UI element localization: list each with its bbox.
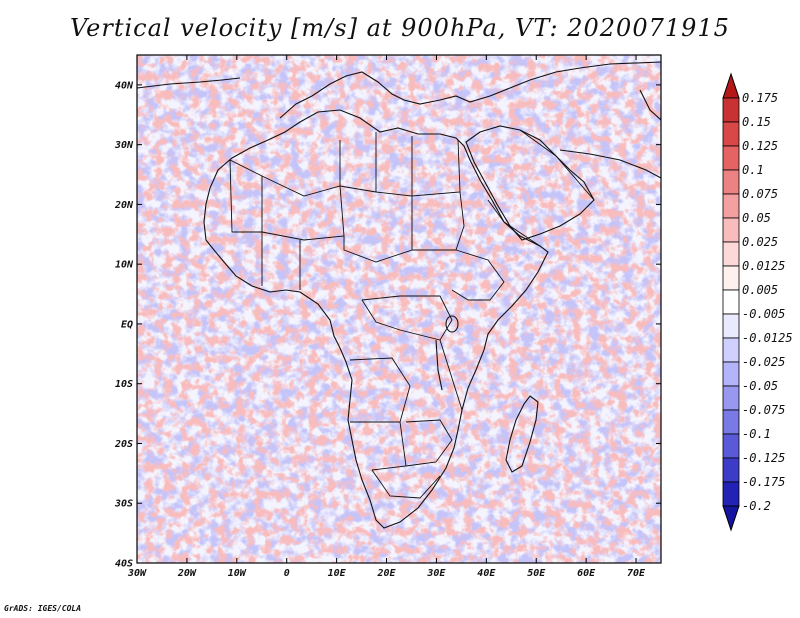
x-tick-label: 50E: [527, 568, 546, 579]
x-tick-label: 20E: [376, 568, 396, 579]
colorbar-top-arrow: [722, 72, 740, 99]
plot-frame: [136, 54, 662, 564]
colorbar-label: -0.025: [742, 355, 785, 369]
colorbar-segment: [722, 385, 740, 411]
arabia-coastline: [465, 125, 595, 241]
colorbar-segment: [722, 241, 740, 267]
lake-tanganyika: [435, 339, 443, 391]
x-tick-label: 30W: [127, 568, 147, 579]
y-tick-label: 40N: [115, 80, 134, 91]
y-tick-label: 40S: [115, 559, 133, 570]
vertical-velocity-field: [137, 55, 661, 563]
y-tick-label: 20S: [114, 439, 133, 450]
y-tick-label: 10S: [115, 379, 133, 390]
colorbar-label: -0.005: [742, 307, 785, 321]
axis-ticks: 30W 20W 10W 0 10E 20E 30E 40E 50E 60E 70E 40N 30N 20N…: [114, 55, 661, 579]
colorbar-label: -0.05: [742, 379, 778, 393]
x-tick-label: 20W: [177, 568, 197, 579]
africa-coastline: [203, 109, 549, 529]
colorbar-label: 0.15: [742, 115, 771, 129]
colorbar-label: 0.025: [742, 235, 778, 249]
lake-victoria: [445, 315, 459, 333]
europe-coastline: [279, 61, 661, 119]
x-tick-label: 0: [284, 568, 290, 579]
x-tick-label: 60E: [577, 568, 596, 579]
colorbar-label: 0.005: [742, 283, 778, 297]
colorbar-label: -0.075: [742, 403, 785, 417]
madagascar-coastline: [505, 395, 539, 473]
y-tick-label: 20N: [114, 200, 134, 211]
x-tick-label: 70E: [627, 568, 646, 579]
y-tick-label: EQ: [121, 319, 133, 330]
colorbar-label: -0.2: [742, 499, 771, 513]
grads-credit: GrADS: IGES/COLA: [4, 604, 82, 613]
colorbar: 0.175 0.15 0.125 0.1 0.075 0.05 0.025 0.0125 0.0…: [722, 72, 793, 532]
colorbar-label: -0.1: [742, 427, 771, 441]
colorbar-segment: [722, 169, 740, 195]
colorbar-segment: [722, 481, 740, 507]
colorbar-label: 0.075: [742, 187, 778, 201]
colorbar-label: 0.05: [742, 211, 771, 225]
colorbar-label: 0.175: [742, 91, 778, 105]
colorbar-label: 0.125: [742, 139, 778, 153]
y-tick-label: 10N: [115, 260, 134, 271]
x-tick-label: 40E: [477, 568, 496, 579]
colorbar-segment: [722, 97, 740, 123]
colorbar-segment: [722, 217, 740, 243]
coastlines: [137, 61, 661, 529]
colorbar-segment: [722, 337, 740, 363]
colorbar-label: 0.0125: [742, 259, 785, 273]
country-borders: [229, 129, 595, 499]
colorbar-segment: [722, 433, 740, 459]
colorbar-label: -0.0125: [742, 331, 793, 345]
colorbar-label: -0.175: [742, 475, 785, 489]
colorbar-segment: [722, 145, 740, 171]
colorbar-label: 0.1: [742, 163, 764, 177]
colorbar-segment: [722, 121, 740, 147]
x-tick-label: 10E: [328, 568, 347, 579]
colorbar-label: -0.125: [742, 451, 785, 465]
y-tick-label: 30S: [114, 499, 133, 510]
colorbar-bottom-arrow: [722, 505, 740, 532]
y-tick-label: 30N: [114, 140, 134, 151]
colorbar-segment: [722, 289, 740, 315]
colorbar-segment: [722, 457, 740, 483]
x-tick-label: 10W: [228, 568, 247, 579]
colorbar-segment: [722, 313, 740, 339]
colorbar-segment: [722, 409, 740, 435]
x-tick-label: 30E: [426, 568, 446, 579]
colorbar-segment: [722, 265, 740, 291]
colorbar-segment: [722, 193, 740, 219]
colorbar-segment: [722, 361, 740, 387]
map-title: Vertical velocity [m/s] at 900hPa, VT: 2…: [70, 14, 730, 42]
